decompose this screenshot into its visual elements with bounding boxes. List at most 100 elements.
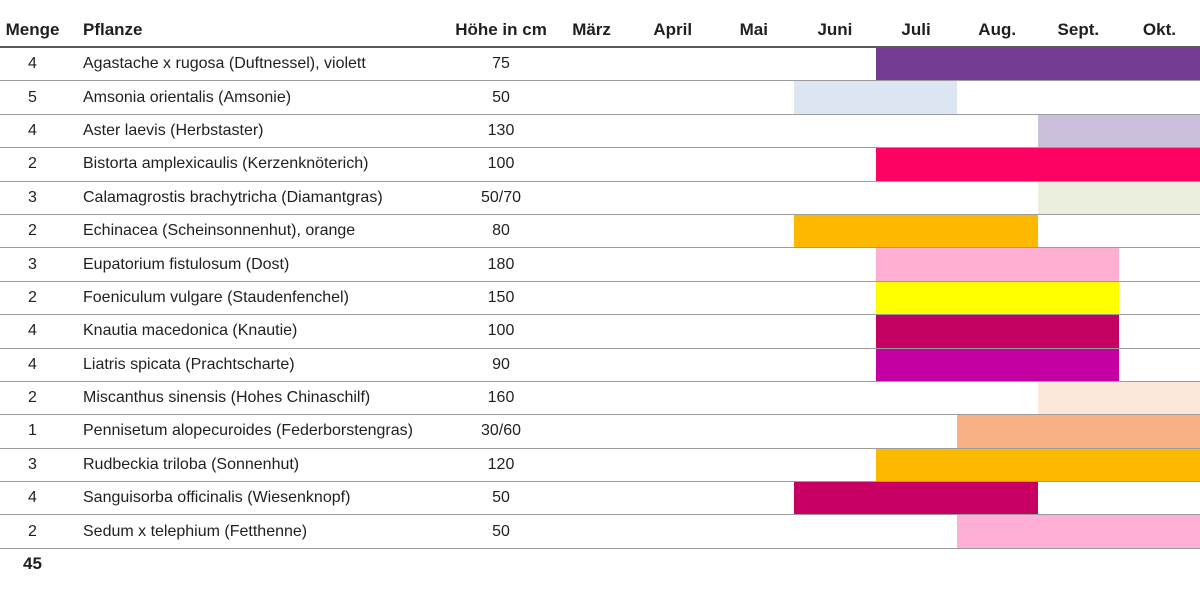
- menge-cell: 4: [28, 121, 37, 139]
- month-header-4: Juni: [817, 20, 853, 39]
- hoehe-cell: 160: [487, 389, 515, 407]
- menge-cell: 4: [28, 55, 37, 73]
- table-row: 4 Aster laevis (Herbstaster) 130: [0, 114, 1200, 149]
- table-row: 4 Liatris spicata (Prachtscharte) 90: [0, 348, 1200, 382]
- hoehe-cell: 50: [492, 522, 510, 540]
- month-header-1: März: [572, 20, 611, 39]
- bloom-period-bar: [875, 315, 1119, 348]
- menge-cell: 2: [28, 288, 37, 306]
- menge-cell: 2: [28, 155, 37, 173]
- bloom-timeline-cell: [551, 482, 1200, 515]
- pflanze-cell: Agastache x rugosa (Duftnessel), violett: [83, 56, 366, 73]
- pflanze-cell: Sanguisorba officinalis (Wiesenknopf): [83, 490, 351, 507]
- menge-cell: 2: [28, 522, 37, 540]
- table-row: 4 Sanguisorba officinalis (Wiesenknopf) …: [0, 482, 1200, 516]
- menge-cell: 4: [28, 489, 37, 507]
- bloom-period-bar: [794, 81, 957, 114]
- pflanze-cell: Pennisetum alopecuroides (Federborstengr…: [83, 423, 413, 440]
- table-row: 4 Agastache x rugosa (Duftnessel), viole…: [0, 48, 1200, 82]
- table-row: 2 Miscanthus sinensis (Hohes Chinaschilf…: [0, 381, 1200, 416]
- table-row: 2 Sedum x telephium (Fetthenne) 50: [0, 515, 1200, 549]
- month-header-6: Aug.: [978, 20, 1017, 39]
- bloom-period-bar: [956, 515, 1200, 548]
- bloom-period-bar: [1037, 181, 1200, 214]
- total-quantity: 45: [23, 553, 42, 573]
- menge-cell: 1: [28, 422, 37, 440]
- month-header-2: April: [653, 20, 693, 39]
- bloom-timeline-cell: [551, 48, 1200, 81]
- hoehe-cell: 100: [487, 155, 515, 173]
- bloom-period-bar: [794, 482, 1038, 515]
- table-row: 2 Bistorta amplexicaulis (Kerzenknöteric…: [0, 148, 1200, 182]
- bloom-timeline-cell: [551, 381, 1200, 415]
- bloom-period-bar: [875, 148, 1200, 181]
- hoehe-cell: 90: [492, 355, 510, 373]
- hoehe-cell: 50: [492, 489, 510, 507]
- table-footer-row: 45: [0, 549, 1200, 579]
- hoehe-cell: 50: [492, 88, 510, 106]
- table-header-row: Menge Pflanze Höhe in cm März April Mai Jun…: [0, 0, 1200, 48]
- hoehe-cell: 100: [487, 322, 515, 340]
- hoehe-cell: 130: [487, 121, 515, 139]
- menge-cell: 3: [28, 455, 37, 473]
- bloom-timeline-cell: [551, 148, 1200, 181]
- menge-cell: 2: [28, 222, 37, 240]
- table-body: 4 Agastache x rugosa (Duftnessel), viole…: [0, 48, 1200, 549]
- pflanze-cell: Foeniculum vulgare (Staudenfenchel): [83, 289, 349, 306]
- bloom-period-bar: [794, 214, 1038, 248]
- pflanze-cell: Calamagrostis brachytricha (Diamantgras): [83, 189, 383, 206]
- table-row: 3 Eupatorium fistulosum (Dost) 180: [0, 248, 1200, 282]
- pflanze-cell: Amsonia orientalis (Amsonie): [83, 89, 292, 106]
- hoehe-cell: 150: [487, 288, 515, 306]
- bloom-calendar-table: Menge Pflanze Höhe in cm März April Mai Jun…: [0, 0, 1200, 579]
- pflanze-cell: Aster laevis (Herbstaster): [83, 122, 264, 139]
- bloom-period-bar: [875, 281, 1119, 315]
- bloom-timeline-cell: [551, 248, 1200, 281]
- bloom-period-bar: [875, 448, 1200, 482]
- menge-cell: 3: [28, 188, 37, 206]
- bloom-timeline-cell: [551, 348, 1200, 381]
- month-header-8: Okt.: [1142, 20, 1176, 39]
- bloom-timeline-cell: [551, 415, 1200, 448]
- bloom-timeline-cell: [551, 448, 1200, 482]
- hoehe-cell: 120: [487, 455, 515, 473]
- bloom-timeline-cell: [551, 81, 1200, 114]
- menge-cell: 2: [28, 389, 37, 407]
- bloom-period-bar: [956, 415, 1200, 448]
- pflanze-cell: Liatris spicata (Prachtscharte): [83, 356, 295, 373]
- pflanze-cell: Rudbeckia triloba (Sonnenhut): [83, 456, 300, 473]
- hoehe-cell: 180: [487, 255, 515, 273]
- table-row: 1 Pennisetum alopecuroides (Federborsten…: [0, 415, 1200, 449]
- bloom-timeline-cell: [551, 315, 1200, 348]
- pflanze-cell: Knautia macedonica (Knautie): [83, 323, 298, 340]
- column-header-pflanze: Pflanze: [83, 21, 143, 39]
- bloom-period-bar: [875, 248, 1119, 281]
- month-header-group: März April Mai Juni Juli Aug. Sept. Okt.: [551, 21, 1200, 46]
- bloom-timeline-cell: [551, 181, 1200, 214]
- pflanze-cell: Echinacea (Scheinsonnenhut), orange: [83, 223, 356, 240]
- bloom-period-bar: [875, 48, 1200, 81]
- column-header-menge: Menge: [5, 20, 60, 39]
- table-row: 3 Calamagrostis brachytricha (Diamantgra…: [0, 181, 1200, 215]
- hoehe-cell: 30/60: [480, 422, 522, 440]
- menge-cell: 3: [28, 255, 37, 273]
- menge-cell: 4: [28, 355, 37, 373]
- pflanze-cell: Bistorta amplexicaulis (Kerzenknöterich): [83, 156, 369, 173]
- bloom-timeline-cell: [551, 214, 1200, 248]
- hoehe-cell: 80: [492, 222, 510, 240]
- bloom-timeline-cell: [551, 515, 1200, 548]
- hoehe-cell: 75: [492, 55, 510, 73]
- pflanze-cell: Sedum x telephium (Fetthenne): [83, 523, 308, 540]
- bloom-period-bar: [1037, 114, 1200, 148]
- menge-cell: 4: [28, 322, 37, 340]
- table-row: 2 Foeniculum vulgare (Staudenfenchel) 15…: [0, 281, 1200, 316]
- month-header-3: Mai: [739, 20, 768, 39]
- table-row: 4 Knautia macedonica (Knautie) 100: [0, 315, 1200, 349]
- table-row: 5 Amsonia orientalis (Amsonie) 50: [0, 81, 1200, 115]
- bloom-timeline-cell: [551, 281, 1200, 315]
- bloom-period-bar: [875, 348, 1119, 381]
- month-header-5: Juli: [901, 20, 931, 39]
- month-header-7: Sept.: [1057, 20, 1100, 39]
- bloom-timeline-cell: [551, 114, 1200, 148]
- table-row: 2 Echinacea (Scheinsonnenhut), orange 80: [0, 214, 1200, 249]
